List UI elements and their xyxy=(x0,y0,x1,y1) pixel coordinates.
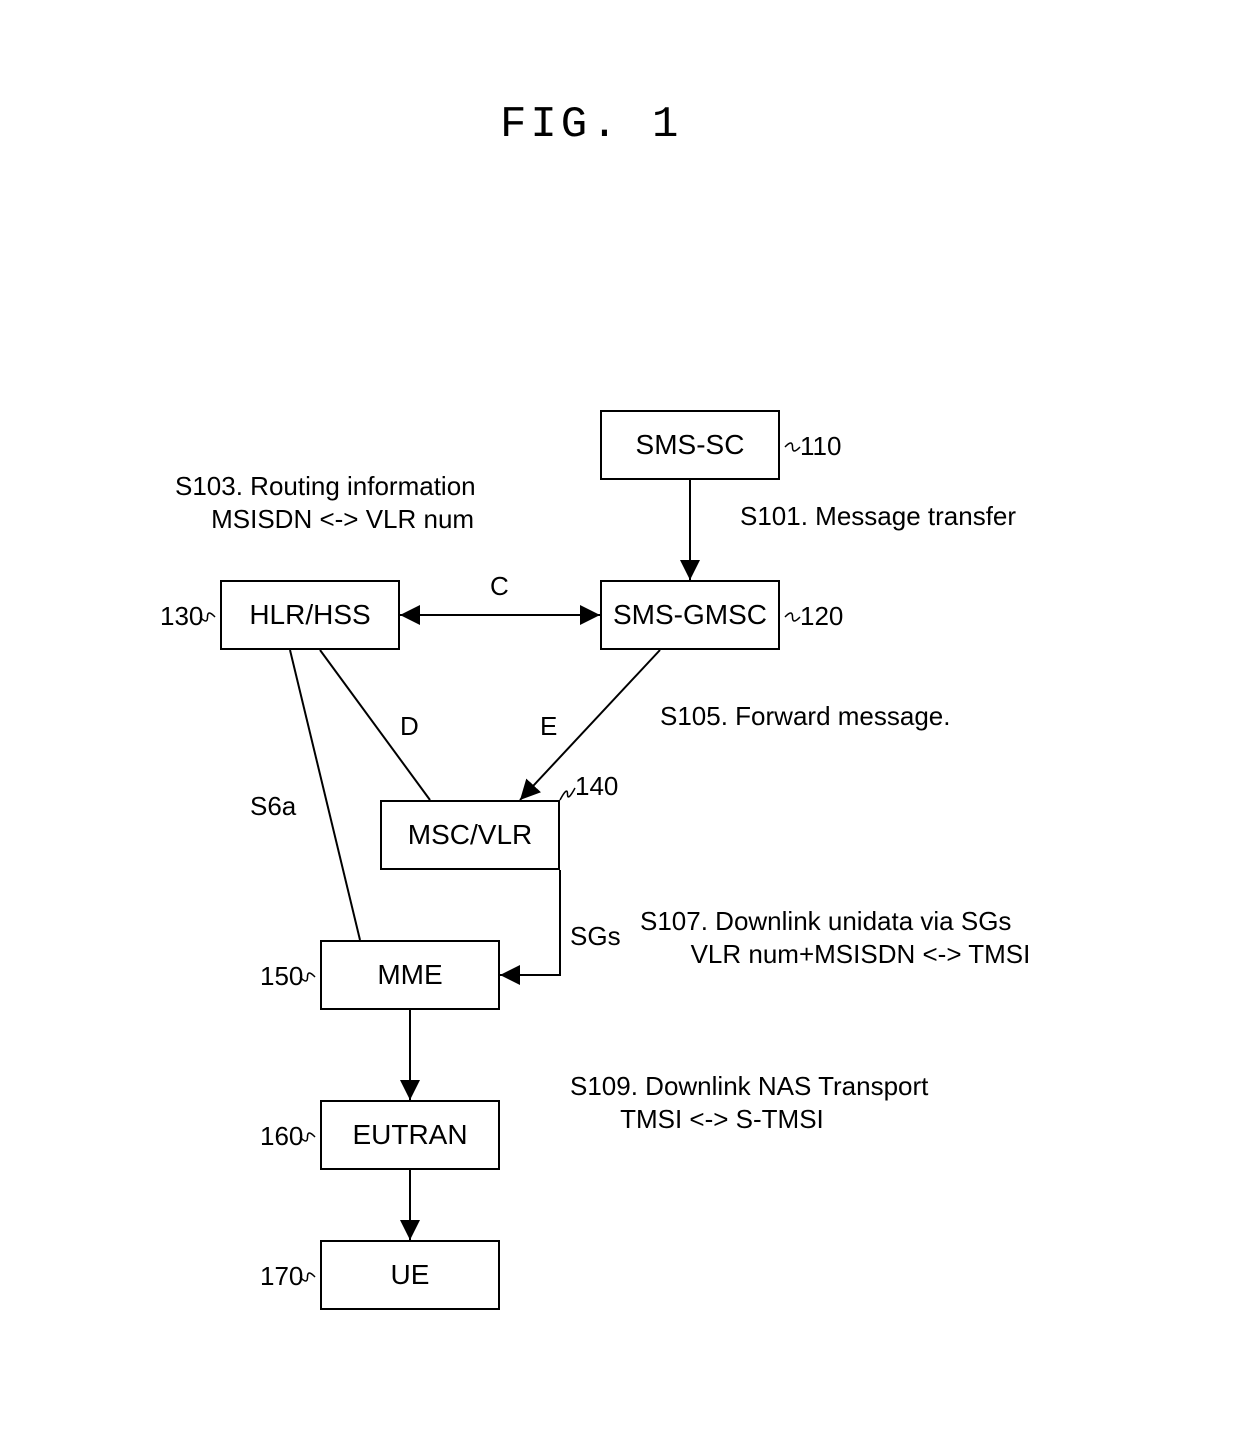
edge-label: S107. Downlink unidata via SGs VLR num+M… xyxy=(640,905,1030,970)
node-label: HLR/HSS xyxy=(249,599,370,631)
node-sms-sc: SMS-SC xyxy=(600,410,780,480)
edge-label: S101. Message transfer xyxy=(740,500,1016,533)
edge-label: S6a xyxy=(250,790,296,823)
ref-number: 120 xyxy=(800,600,843,633)
ref-number: 160 xyxy=(260,1120,303,1153)
ref-number: 110 xyxy=(800,430,841,463)
node-label: UE xyxy=(391,1259,430,1291)
edges-overlay xyxy=(0,0,1240,1438)
node-msc-vlr: MSC/VLR xyxy=(380,800,560,870)
node-label: MSC/VLR xyxy=(408,819,532,851)
edge-label: S109. Downlink NAS Transport TMSI <-> S-… xyxy=(570,1070,928,1135)
ref-number: 140 xyxy=(575,770,618,803)
edge-label: S105. Forward message. xyxy=(660,700,950,733)
node-mme: MME xyxy=(320,940,500,1010)
node-sms-gmsc: SMS-GMSC xyxy=(600,580,780,650)
node-hlr-hss: HLR/HSS xyxy=(220,580,400,650)
edge-label: S103. Routing information MSISDN <-> VLR… xyxy=(175,470,476,535)
ref-number: 150 xyxy=(260,960,303,993)
edge-label: SGs xyxy=(570,920,621,953)
node-label: EUTRAN xyxy=(352,1119,467,1151)
node-label: SMS-GMSC xyxy=(613,599,767,631)
edge-label: C xyxy=(490,570,509,603)
edge-label: E xyxy=(540,710,557,743)
diagram-canvas: FIG. 1 SMS-SC SMS-GMSC HLR/HSS MSC/VLR M… xyxy=(0,0,1240,1438)
edge-label: D xyxy=(400,710,419,743)
ref-number: 170 xyxy=(260,1260,303,1293)
node-label: MME xyxy=(377,959,442,991)
node-ue: UE xyxy=(320,1240,500,1310)
node-label: SMS-SC xyxy=(636,429,745,461)
node-eutran: EUTRAN xyxy=(320,1100,500,1170)
ref-number: 130 xyxy=(160,600,203,633)
figure-title: FIG. 1 xyxy=(500,100,682,150)
